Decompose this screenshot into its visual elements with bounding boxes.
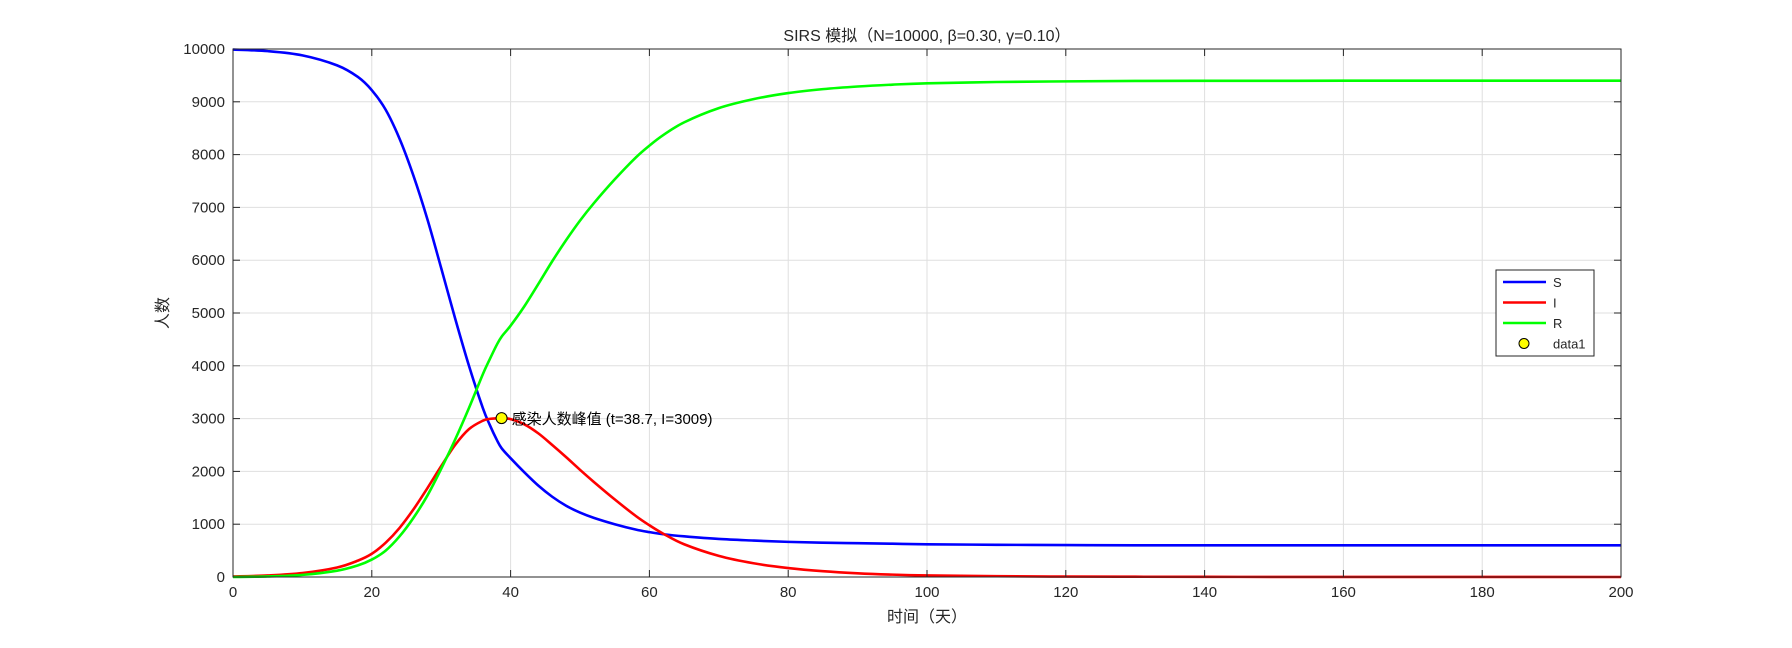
x-tick-label: 60 bbox=[641, 584, 658, 601]
x-tick-label: 100 bbox=[914, 584, 939, 601]
x-tick-label: 140 bbox=[1192, 584, 1217, 601]
x-tick-label: 80 bbox=[780, 584, 797, 601]
series-line-S bbox=[232, 48, 1621, 547]
legend-label: data1 bbox=[1553, 337, 1586, 352]
legend-label: I bbox=[1553, 296, 1557, 311]
y-axis-label: 人数 bbox=[154, 297, 172, 329]
x-tick-label: 0 bbox=[229, 584, 237, 601]
y-tick-label: 5000 bbox=[192, 305, 225, 322]
points-layer bbox=[495, 412, 508, 425]
x-tick-label: 40 bbox=[502, 584, 519, 601]
y-tick-label: 10000 bbox=[183, 41, 225, 58]
y-tick-label: 4000 bbox=[192, 358, 225, 375]
peak-point bbox=[495, 412, 508, 425]
x-tick-label: 180 bbox=[1470, 584, 1495, 601]
legend-label: S bbox=[1553, 275, 1562, 290]
x-tick-label: 20 bbox=[363, 584, 380, 601]
y-tick-label: 7000 bbox=[192, 199, 225, 216]
y-tick-label: 2000 bbox=[192, 463, 225, 480]
chart-title: SIRS 模拟（N=10000, β=0.30, γ=0.10） bbox=[783, 27, 1070, 45]
y-tick-label: 0 bbox=[217, 569, 225, 586]
y-tick-label: 3000 bbox=[192, 411, 225, 428]
y-tick-label: 8000 bbox=[192, 147, 225, 164]
series-line-R bbox=[232, 79, 1622, 579]
y-tick-label: 6000 bbox=[192, 252, 225, 269]
legend-box bbox=[1495, 269, 1595, 357]
x-tick-label: 120 bbox=[1053, 584, 1078, 601]
x-tick-label: 160 bbox=[1331, 584, 1356, 601]
x-tick-label: 200 bbox=[1608, 584, 1633, 601]
peak-annotation: 感染人数峰值 (t=38.7, I=3009) bbox=[512, 411, 713, 428]
y-tick-label: 1000 bbox=[192, 516, 225, 533]
ticks-layer: 0 20 40 60 80 100 120 140 160 180 2000100020003000… bbox=[183, 41, 1633, 601]
x-axis-label: 时间（天） bbox=[887, 608, 967, 626]
y-tick-label: 9000 bbox=[192, 94, 225, 111]
legend-swatch-data1 bbox=[1518, 338, 1530, 349]
annotation-layer: 感染人数峰值 (t=38.7, I=3009) bbox=[512, 411, 713, 428]
legend-label: R bbox=[1553, 316, 1562, 331]
